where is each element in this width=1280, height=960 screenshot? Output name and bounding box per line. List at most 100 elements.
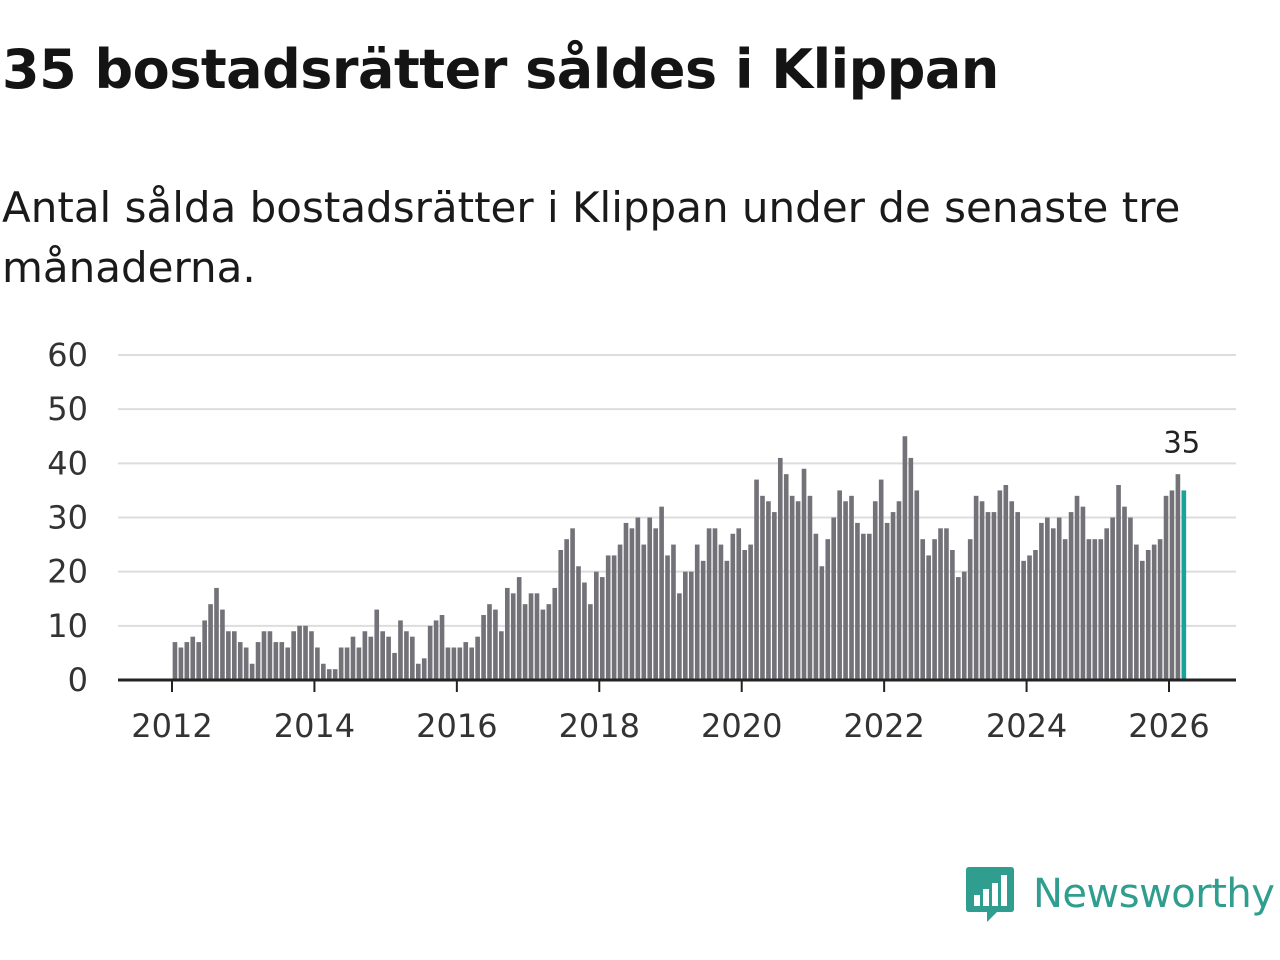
bar	[421, 658, 427, 680]
bar	[261, 631, 267, 680]
bar	[415, 663, 421, 680]
bar	[190, 636, 196, 680]
bar	[1068, 512, 1074, 680]
bar	[694, 544, 700, 680]
bar	[629, 528, 635, 680]
bar	[291, 631, 296, 680]
bar	[742, 550, 747, 680]
bar	[688, 571, 694, 680]
bar	[967, 539, 973, 680]
bar	[843, 501, 848, 680]
bar	[303, 625, 308, 680]
x-axis	[118, 678, 1236, 692]
bar	[1009, 501, 1015, 680]
x-tick-label: 2024	[986, 707, 1067, 745]
x-axis-labels: 2012 2014 2016 2018 2020 2022 2024 2026	[131, 707, 1209, 745]
bar	[973, 495, 979, 680]
bar	[861, 533, 866, 680]
bar	[1157, 539, 1163, 680]
bar	[718, 544, 724, 680]
bar	[950, 550, 955, 680]
bar	[944, 528, 949, 680]
bar	[884, 522, 890, 680]
bar	[1169, 490, 1175, 680]
bar	[404, 631, 409, 680]
y-tick-label: 30	[47, 499, 88, 537]
bar	[255, 642, 261, 680]
bar	[611, 555, 617, 680]
y-tick-label: 60	[47, 336, 88, 374]
bar	[1134, 544, 1139, 680]
bar	[202, 620, 207, 680]
bar	[706, 528, 712, 680]
bar	[1128, 517, 1133, 680]
bar	[1104, 528, 1109, 680]
bar	[1027, 555, 1032, 680]
bar	[374, 609, 380, 680]
bar	[279, 642, 285, 680]
bar	[1139, 560, 1145, 680]
bar	[766, 501, 771, 680]
bar	[932, 539, 937, 680]
bar	[807, 495, 813, 680]
bar	[534, 593, 540, 680]
x-tick-label: 2026	[1128, 707, 1209, 745]
bar	[789, 495, 795, 680]
bar	[588, 604, 593, 680]
bar	[1039, 522, 1044, 680]
bar	[237, 642, 243, 680]
bar	[297, 625, 302, 680]
bar	[427, 625, 433, 680]
last-value-label: 35	[1163, 425, 1200, 459]
bar	[208, 604, 213, 680]
bar	[890, 512, 896, 680]
bar	[896, 501, 902, 680]
bar	[398, 620, 403, 680]
bar	[1151, 544, 1157, 680]
bar	[1110, 517, 1115, 680]
bar	[659, 506, 664, 680]
bar	[392, 652, 397, 680]
bar	[700, 560, 706, 680]
bar	[558, 550, 564, 680]
bar	[902, 436, 908, 680]
y-tick-label: 0	[68, 661, 88, 699]
bar	[617, 544, 623, 680]
bar	[671, 544, 676, 680]
bar	[445, 647, 451, 680]
bar	[267, 631, 273, 680]
bar	[1116, 485, 1121, 680]
bar	[855, 522, 860, 680]
x-tick-label: 2014	[274, 707, 355, 745]
bar	[332, 669, 338, 680]
bar	[1163, 495, 1169, 680]
bar	[599, 577, 605, 680]
bar	[772, 512, 777, 680]
x-tick-label: 2020	[701, 707, 782, 745]
bar	[665, 555, 670, 680]
bar	[813, 533, 819, 680]
x-tick-label: 2016	[416, 707, 497, 745]
bar	[469, 647, 475, 680]
bar	[226, 631, 231, 680]
bar	[463, 642, 469, 680]
bar	[576, 566, 581, 680]
brand-name: Newsworthy	[1033, 871, 1275, 917]
bar	[457, 647, 463, 680]
bar	[777, 457, 783, 680]
bar	[985, 512, 991, 680]
bar	[961, 571, 967, 680]
bar	[285, 647, 291, 680]
bar	[356, 647, 362, 680]
bar	[635, 517, 641, 680]
bar	[451, 647, 457, 680]
bar	[623, 522, 629, 680]
bar	[647, 517, 653, 680]
bar	[510, 593, 516, 680]
bar	[493, 609, 498, 680]
bar	[997, 490, 1003, 680]
newsworthy-logo: Newsworthy	[965, 865, 1275, 923]
bar	[819, 566, 825, 680]
bar	[214, 587, 219, 680]
